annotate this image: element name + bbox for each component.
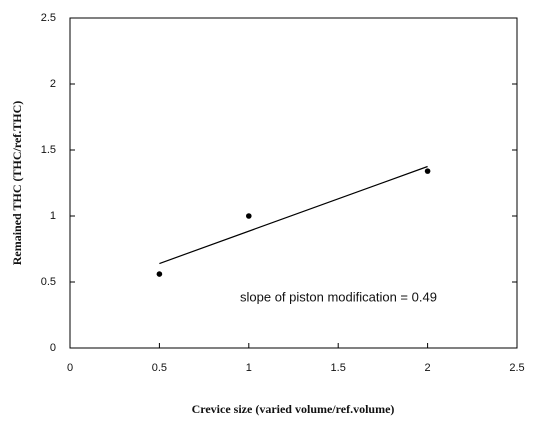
y-tick-label: 1 [50, 210, 56, 222]
point [424, 168, 431, 174]
x-tick-label: 0.5 [152, 362, 167, 374]
x-tick-label: 0 [67, 362, 73, 374]
y-tick-label: 0.5 [41, 276, 56, 288]
y-tick-label: 2.5 [41, 12, 56, 24]
x-tick-label: 2 [425, 362, 431, 374]
y-tick-label: 0 [50, 342, 56, 354]
x-axis-label: Crevice size (varied volume/ref.volume) [192, 402, 395, 416]
x-tick-label: 1.5 [331, 362, 346, 374]
x-tick-label: 2.5 [509, 362, 524, 374]
annotation: slope of piston modification = 0.49 [240, 289, 437, 304]
point [156, 271, 163, 277]
x-tick-label: 1 [246, 362, 252, 374]
y-tick-label: 1.5 [41, 144, 56, 156]
plot-frame [69, 17, 518, 349]
trend-line [159, 165, 428, 265]
y-tick-label: 2 [50, 78, 56, 90]
y-axis-label: Remained THC (THC/ref.THC) [10, 101, 24, 266]
point [246, 213, 252, 219]
